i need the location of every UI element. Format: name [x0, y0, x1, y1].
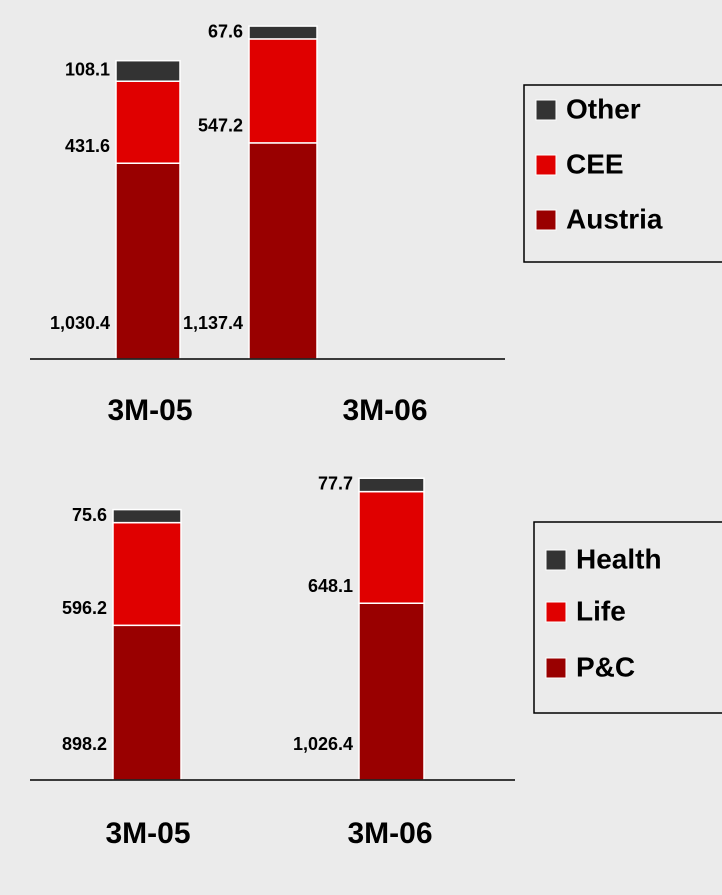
- value-label: 547.2: [198, 116, 243, 136]
- value-label: 77.7: [318, 474, 353, 494]
- legend-label: Health: [576, 543, 662, 574]
- legend-label: P&C: [576, 651, 635, 682]
- category-label: 3M-05: [105, 817, 190, 850]
- value-label: 431.6: [65, 136, 110, 156]
- bar-segment: [115, 80, 181, 164]
- bar-segment: [248, 25, 318, 40]
- legend-box: [523, 84, 722, 263]
- bar-segment: [358, 602, 425, 781]
- value-label: 1,137.4: [183, 313, 243, 333]
- value-label: 1,026.4: [293, 734, 353, 754]
- value-label: 898.2: [62, 734, 107, 754]
- value-label: 596.2: [62, 598, 107, 618]
- legend-swatch: [545, 657, 567, 679]
- category-label: 3M-05: [107, 394, 192, 427]
- value-label: 75.6: [72, 505, 107, 525]
- bar-segment: [248, 142, 318, 360]
- value-label: 108.1: [65, 60, 110, 80]
- value-label: 67.6: [208, 21, 243, 41]
- bar-segment: [358, 477, 425, 493]
- legend-swatch: [545, 549, 567, 571]
- bar-segment: [112, 624, 182, 781]
- legend-label: Life: [576, 595, 626, 626]
- legend-label: Other: [566, 93, 641, 124]
- value-label: 648.1: [308, 576, 353, 596]
- bar-segment: [248, 38, 318, 144]
- category-label: 3M-06: [342, 394, 427, 427]
- bar-segment: [115, 59, 181, 82]
- legend-swatch: [535, 209, 557, 231]
- bar-segment: [115, 162, 181, 360]
- value-label: 1,030.4: [50, 313, 110, 333]
- bar-segment: [112, 521, 182, 627]
- bar-segment: [358, 490, 425, 604]
- legend-swatch: [535, 154, 557, 176]
- bar-segment: [112, 508, 182, 524]
- legend-label: Austria: [566, 203, 663, 234]
- legend-box: [533, 521, 722, 714]
- legend-label: CEE: [566, 148, 624, 179]
- legend-swatch: [535, 99, 557, 121]
- category-label: 3M-06: [347, 817, 432, 850]
- legend-swatch: [545, 601, 567, 623]
